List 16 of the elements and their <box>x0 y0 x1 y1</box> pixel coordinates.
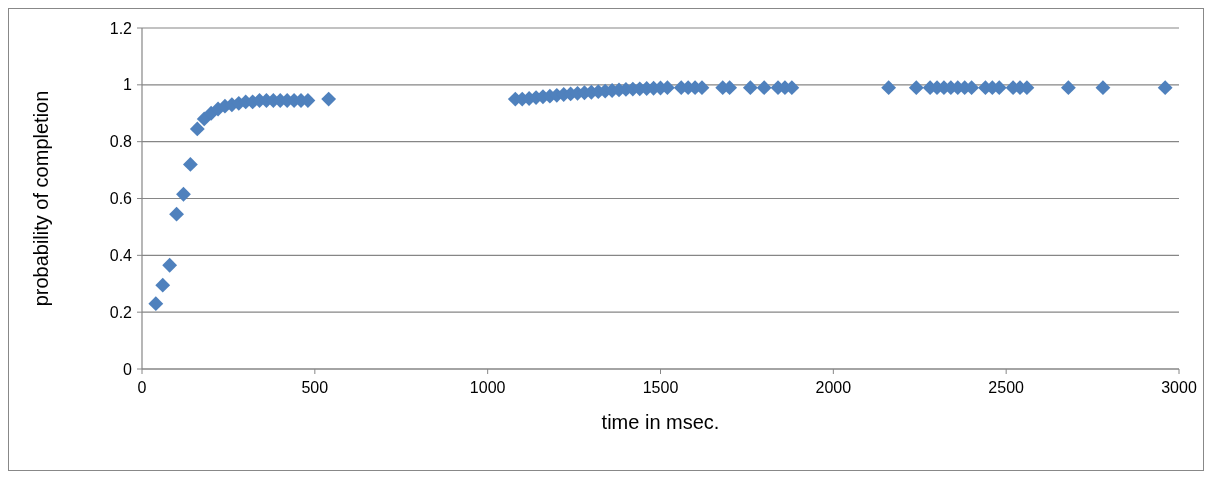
x-tick-label: 2500 <box>988 379 1025 396</box>
y-tick-label: 0.8 <box>109 133 133 151</box>
x-tick-label: 1000 <box>469 379 506 396</box>
y-axis-title: probability of completion <box>30 90 52 307</box>
x-tick-label: 500 <box>301 379 329 396</box>
y-tick-label: 1.2 <box>109 19 133 37</box>
x-tick-label: 2000 <box>815 379 852 396</box>
x-tick-label: 0 <box>137 379 147 396</box>
y-tick-label: 0.4 <box>109 246 133 264</box>
x-tick-label: 1500 <box>642 379 679 396</box>
x-tick-label: 3000 <box>1161 379 1197 396</box>
y-tick-label: 0.6 <box>109 190 133 208</box>
x-axis-title: time in msec. <box>601 411 720 433</box>
y-tick-label: 1 <box>123 76 133 94</box>
y-tick-label: 0 <box>123 360 133 378</box>
y-tick-label: 0.2 <box>109 303 133 321</box>
